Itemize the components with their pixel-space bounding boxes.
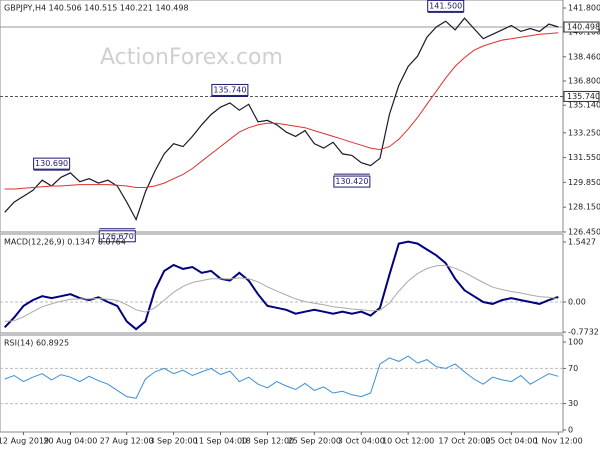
y-tick-label: 133.250 [568, 128, 600, 137]
y-tick-label: 138.460 [568, 52, 600, 61]
y-tick-label: 1.5427 [568, 237, 596, 246]
y-tick-label: 70 [568, 364, 578, 373]
x-tick-label: 27 Aug 12:00 [100, 437, 154, 446]
level-label-box [563, 21, 600, 33]
panel-frame [0, 334, 564, 433]
annotation-label: 130.420 [335, 177, 368, 186]
x-tick-label: 3 Sep 20:00 [149, 437, 197, 446]
level-label-box [563, 90, 600, 102]
y-tick-label: 131.550 [568, 153, 600, 162]
panel-title: GBPJPY,H4 140.506 140.515 140.221 140.49… [4, 4, 189, 13]
x-tick-label: 12 Aug 2019 [0, 437, 49, 446]
level-label: 140.498 [567, 23, 600, 32]
x-tick-label: 25 Oct 04:00 [485, 437, 537, 446]
y-tick-label: -0.7732 [568, 328, 599, 337]
panel-frame [0, 0, 564, 233]
y-tick-label: 0.00 [568, 297, 586, 306]
annotation-box [98, 230, 136, 243]
y-tick-label: 128.150 [568, 203, 600, 212]
y-tick-label: 141.800 [568, 4, 600, 13]
x-tick-label: 11 Sep 04:00 [194, 437, 247, 446]
annotation-box [33, 157, 71, 170]
series-line [4, 355, 559, 399]
watermark: ActionForex.com [100, 45, 283, 70]
annotation-box [211, 83, 249, 96]
annotation-label: 141.500 [429, 1, 462, 10]
panel-title: RSI(14) 60.8925 [4, 339, 69, 348]
x-tick-label: 3 Oct 04:00 [338, 437, 385, 446]
panel-frame [0, 233, 564, 334]
y-tick-label: 135.140 [568, 101, 600, 110]
annotation-label: 135.740 [213, 85, 246, 94]
series-line [4, 32, 559, 190]
annotation-box [427, 0, 465, 12]
x-tick-label: 17 Oct 20:00 [438, 437, 490, 446]
y-tick-label: 30 [568, 399, 578, 408]
annotation-label: 130.690 [35, 159, 68, 168]
series-line [4, 17, 559, 222]
panel-title: MACD(12,26,9) 0.1347 0.0764 [4, 238, 126, 247]
y-tick-label: 0 [568, 425, 573, 434]
annotation-box [333, 175, 371, 188]
x-tick-label: 25 Sep 20:00 [288, 437, 341, 446]
x-tick-label: 10 Oct 12:00 [382, 437, 434, 446]
x-tick-label: 20 Aug 04:00 [43, 437, 97, 446]
annotation-label: 126.670 [101, 232, 134, 241]
y-tick-label: 129.850 [568, 178, 600, 187]
y-tick-label: 136.800 [568, 76, 600, 85]
series-line [4, 264, 559, 322]
y-tick-label: 100 [568, 338, 583, 347]
series-line [3, 240, 559, 331]
x-tick-label: 1 Nov 12:00 [534, 437, 583, 446]
level-label: 135.740 [567, 92, 600, 101]
x-tick-label: 18 Sep 12:00 [241, 437, 294, 446]
y-tick-label: 126.450 [568, 228, 600, 237]
